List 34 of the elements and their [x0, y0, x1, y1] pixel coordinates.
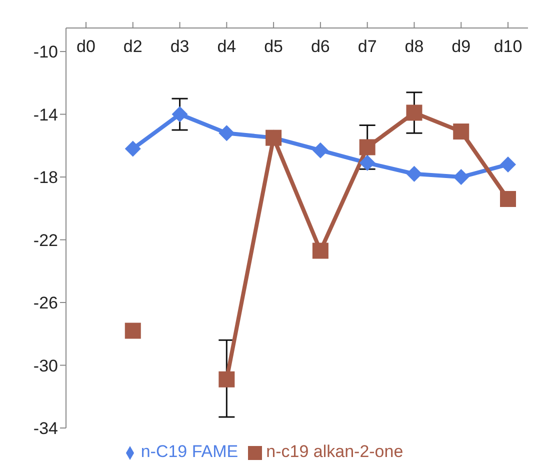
x-tick-label: d5	[264, 37, 284, 56]
point	[312, 142, 328, 158]
point	[218, 125, 235, 142]
point	[453, 124, 470, 140]
x-tick-label: d2	[123, 37, 142, 56]
point	[312, 242, 328, 259]
x-tick-label: d0	[76, 37, 96, 56]
point	[500, 156, 516, 172]
point	[406, 104, 422, 121]
x-tick-label: d4	[217, 37, 236, 56]
point	[500, 190, 516, 207]
y-tick-label: -34	[33, 419, 58, 438]
point	[124, 322, 141, 339]
x-tick-label: d3	[170, 37, 190, 56]
y-tick-label: -14	[33, 105, 58, 124]
y-tick-label: -26	[33, 294, 58, 313]
y-tick-label: -18	[33, 168, 58, 188]
point	[453, 169, 470, 186]
point	[406, 166, 422, 182]
x-tick-label: d9	[452, 37, 471, 56]
point	[218, 371, 235, 388]
x-tick-label: d8	[404, 37, 424, 56]
legend-label: n-c19 alkan-2-one	[266, 442, 404, 461]
legend-label: n-C19 FAME	[140, 442, 238, 461]
x-tick-label: d10	[494, 37, 522, 56]
y-tick-label: -22	[33, 230, 58, 250]
point	[172, 106, 188, 122]
point	[359, 154, 376, 171]
point	[359, 139, 376, 156]
y-tick-label: -30	[33, 356, 58, 376]
x-tick-label: d7	[358, 37, 377, 56]
point	[124, 140, 141, 157]
y-tick-label: -10	[33, 42, 58, 62]
x-tick-label: d6	[310, 37, 330, 56]
